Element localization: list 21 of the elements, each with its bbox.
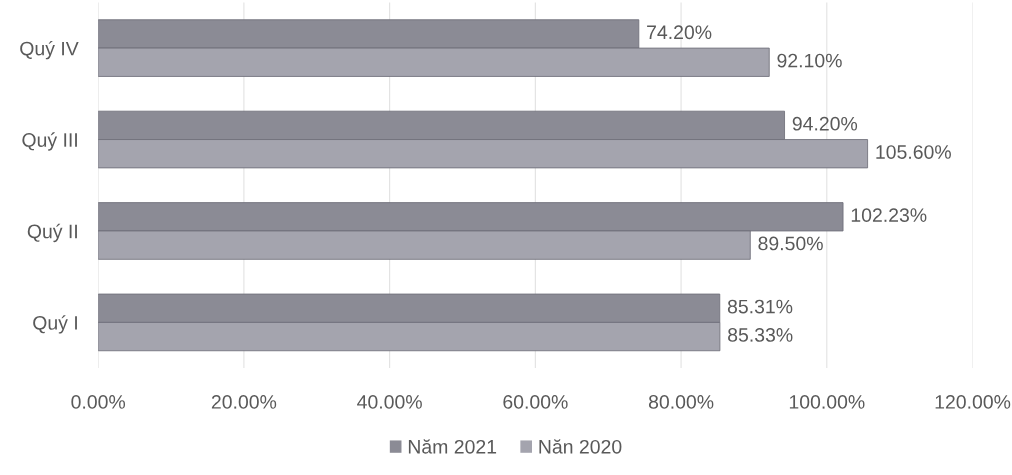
y-tick-label: Quý II	[27, 223, 77, 243]
x-tick-label: 20.00%	[211, 395, 277, 409]
legend-label: Năn 2020	[539, 439, 622, 454]
y-tick-label: Quý IV	[20, 40, 79, 60]
data-label: 85.31%	[727, 299, 793, 314]
data-label: 74.20%	[647, 25, 712, 40]
data-label: 102.23%	[851, 208, 927, 223]
x-tick-label: 0.00%	[71, 395, 126, 409]
x-tick-label: 40.00%	[357, 395, 422, 409]
y-tick-label: Quý III	[22, 132, 77, 151]
x-tick-label: 60.00%	[503, 395, 568, 409]
data-label: 89.50%	[758, 236, 823, 251]
data-label: 85.33%	[728, 328, 793, 342]
data-label: 94.20%	[792, 116, 858, 131]
data-label: 105.60%	[876, 145, 951, 159]
legend-label: Năm 2021	[408, 439, 497, 454]
x-tick-label: 80.00%	[648, 395, 714, 409]
data-label: 92.10%	[777, 53, 842, 68]
y-tick-label: Quý I	[33, 315, 77, 334]
x-tick-label: 120.00%	[935, 395, 1011, 409]
x-tick-label: 100.00%	[789, 395, 865, 409]
